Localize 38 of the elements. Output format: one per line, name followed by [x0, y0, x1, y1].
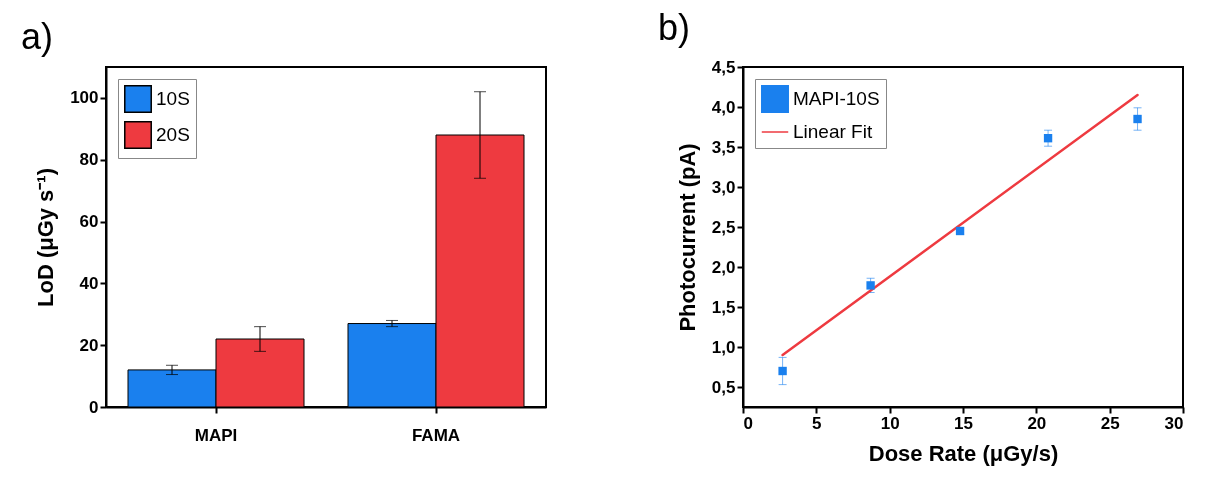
y-tick-label: 1,0: [711, 337, 736, 357]
point: [778, 366, 787, 376]
x-tick-label: FAMA: [411, 425, 461, 445]
legend-label: 10S: [156, 88, 190, 109]
legend-label: Linear Fit: [793, 121, 873, 142]
y-tick-label: 40: [79, 273, 99, 293]
y-tick-label: 4,0: [711, 97, 736, 117]
y-tick-label: 0: [89, 397, 99, 417]
y-tick-label: 2,5: [711, 217, 736, 237]
x-tick-label: 25: [1100, 413, 1120, 433]
x-tick-label: 5: [812, 413, 822, 433]
y-tick-label: 2,0: [711, 257, 736, 277]
y-tick-label: 20: [79, 335, 99, 355]
y-tick-label: 1,5: [711, 297, 736, 317]
chart-title: a): [21, 16, 54, 57]
y-tick-label: 100: [70, 88, 99, 108]
x-tick-label: 10: [880, 413, 900, 433]
y-tick-label: 80: [79, 150, 99, 170]
legend-label: MAPI-10S: [793, 88, 880, 109]
x-tick-label: 0: [743, 413, 753, 433]
point: [955, 226, 965, 236]
legend-label: 20S: [156, 124, 190, 145]
y-axis-title: LoD (μGy s⁻¹): [33, 167, 59, 308]
point: [1043, 134, 1053, 143]
y-tick-label: 4,5: [711, 57, 736, 77]
point: [866, 281, 875, 290]
y-tick-label: 3,0: [711, 177, 736, 197]
x-tick-label: MAPI: [194, 425, 238, 445]
chart-title: b): [658, 7, 691, 48]
x-tick-label: 20: [1027, 413, 1047, 433]
x-tick-label: 15: [954, 413, 973, 433]
y-tick-label: 60: [79, 212, 99, 232]
y-axis-title: Photocurrent (pA): [674, 143, 700, 332]
y-tick-label: 3,5: [711, 137, 736, 157]
y-tick-label: 0,5: [711, 377, 736, 397]
point: [1133, 114, 1142, 124]
x-tick-label: 30: [1164, 413, 1184, 433]
x-axis-title: Dose Rate (μGy/s): [868, 440, 1059, 466]
